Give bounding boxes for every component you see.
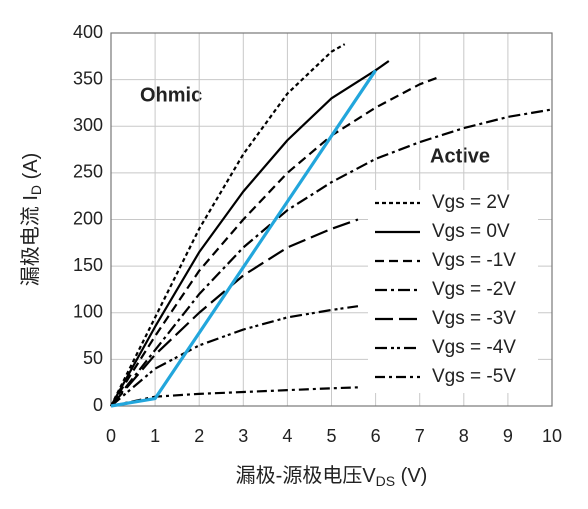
x-tick-label: 1: [150, 426, 160, 446]
plot-border: [110, 32, 553, 407]
axis-label-tail: (A): [20, 153, 42, 185]
x-tick-label: 7: [415, 426, 425, 446]
x-tick-label: 8: [459, 426, 469, 446]
axis-label-text: 漏极-源极电压V: [236, 464, 377, 487]
x-tick-label: 3: [238, 426, 248, 446]
series-line: [110, 386, 358, 408]
y-tick-label: 50: [83, 348, 103, 368]
axis-label-sub: D: [28, 185, 44, 195]
axis-label: 漏极-源极电压VDS (V): [236, 464, 428, 488]
y-tick-label: 200: [73, 208, 103, 228]
legend-label: Vgs = -5V: [432, 366, 516, 387]
series-line: [110, 43, 346, 407]
annotation: Ohmic: [140, 84, 202, 106]
y-tick-label: 350: [73, 68, 103, 88]
y-tick-label: 250: [73, 162, 103, 182]
axis-label-sub: DS: [376, 473, 395, 489]
y-tick-label: 150: [73, 255, 103, 275]
y-tick-label: 100: [73, 302, 103, 322]
series-line: [110, 108, 553, 407]
series-line: [110, 305, 359, 407]
annotation: Active: [430, 145, 490, 167]
x-tick-label: 0: [106, 426, 116, 446]
axis-label: 漏极电流 ID (A): [19, 153, 43, 286]
legend-box: [368, 190, 538, 393]
x-tick-label: 5: [326, 426, 336, 446]
y-tick-label: 300: [73, 115, 103, 135]
legend-label: Vgs = -4V: [432, 337, 516, 358]
series-line: [110, 60, 390, 407]
x-tick-label: 10: [542, 426, 562, 446]
series-line: [110, 69, 377, 408]
legend-label: Vgs = -3V: [432, 308, 516, 329]
y-tick-label: 0: [93, 395, 103, 415]
x-tick-label: 4: [282, 426, 292, 446]
x-tick-label: 6: [371, 426, 381, 446]
x-tick-label: 2: [194, 426, 204, 446]
axis-label-tail: (V): [395, 465, 427, 487]
legend-label: Vgs = -2V: [432, 279, 516, 300]
legend-label: Vgs = 0V: [432, 221, 510, 242]
legend-label: Vgs = -1V: [432, 250, 516, 271]
legend-label: Vgs = 2V: [432, 192, 510, 213]
y-tick-label: 400: [73, 22, 103, 42]
series-line: [110, 76, 438, 407]
axis-label-text: 漏极电流 I: [19, 195, 42, 286]
x-tick-label: 9: [503, 426, 513, 446]
